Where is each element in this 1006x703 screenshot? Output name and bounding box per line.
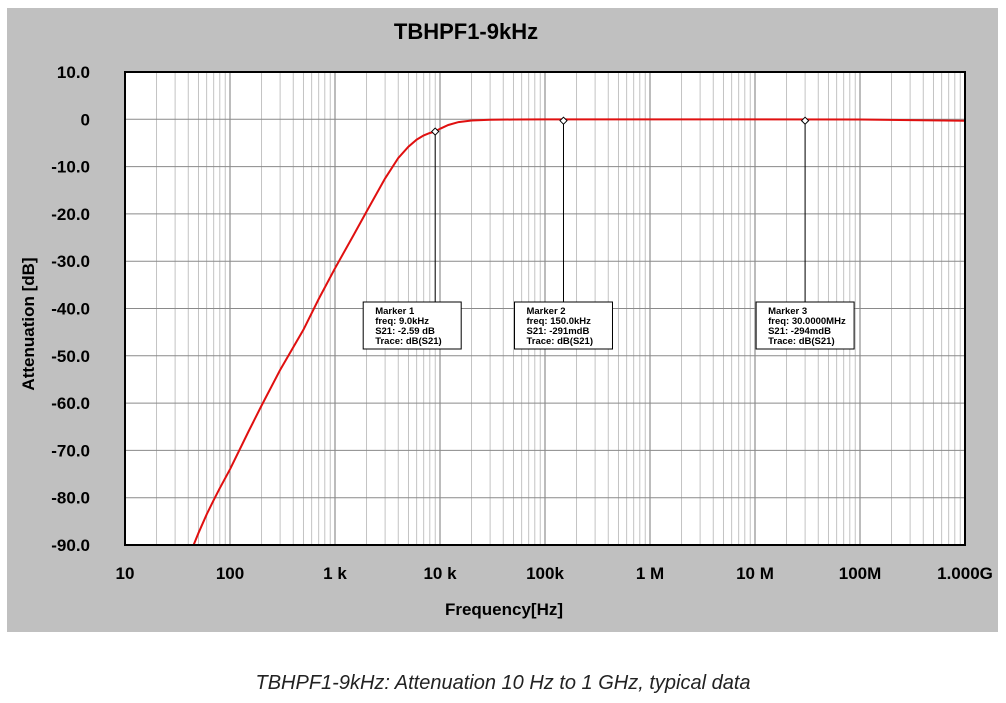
x-tick-label: 100 [216,564,244,583]
marker-box [362,301,462,350]
marker-text: freq: 150.0kHz [526,316,591,327]
marker-text: freq: 30.0000MHz [768,316,846,327]
y-tick-labels: 10.0 0 -10.0 -20.0 -30.0 -40.0 -50.0 -60.0 -70.0… [51,63,90,555]
trace-layer [192,118,966,546]
x-tick-label: 10 k [423,564,457,583]
marker-diamond [559,116,568,125]
y-tick-label: 10.0 [57,63,90,82]
plot-frame [124,71,966,546]
y-tick-label: -40.0 [51,300,90,319]
y-tick-label: -70.0 [51,441,90,460]
y-axis-label: Attenuation [dB] [19,257,38,390]
marker-text: freq: 9.0kHz [375,316,429,327]
chart-title: TBHPF1-9kHz [394,19,538,44]
x-tick-label: 1 k [323,564,347,583]
marker-text: S21: -294mdB [768,326,831,337]
marker-box [513,301,613,350]
marker-text: Marker 3 [768,306,807,317]
marker-diamond [800,116,810,125]
x-tick-label: 100k [526,564,564,583]
y-tick-label: -10.0 [51,158,90,177]
y-tick-label: 0 [81,110,90,129]
marker-text: Marker 2 [526,306,565,317]
trace-s21 [192,118,966,546]
x-tick-label: 1.000G [937,564,993,583]
x-tick-labels: 10 100 1 k 10 k 100k 1 M 10 M 100M 1.000G [116,564,993,583]
x-tick-label: 10 [116,564,135,583]
figure-caption: TBHPF1-9kHz: Attenuation 10 Hz to 1 GHz,… [255,672,751,694]
marker-text: S21: -291mdB [526,326,589,337]
marker-text: Trace: dB(S21) [768,336,835,347]
marker-text: Trace: dB(S21) [526,336,593,347]
marker-diamond [430,127,440,136]
x-axis-label: Frequency[Hz] [445,600,563,619]
marker-text: Trace: dB(S21) [375,336,442,347]
y-tick-label: -30.0 [51,252,90,271]
y-tick-label: -60.0 [51,394,90,413]
y-tick-label: -20.0 [51,205,90,224]
x-tick-label: 10 M [736,564,774,583]
x-tick-label: 1 M [636,564,664,583]
y-tick-label: -90.0 [51,536,90,555]
marker-text: S21: -2.59 dB [375,326,435,337]
marker-text: Marker 1 [375,306,415,317]
marker-box [755,301,855,350]
y-tick-label: -80.0 [51,489,90,508]
chart-panel: Marker 1 freq: 9.0kHz S21: -2.59 dB Trace: … [7,8,998,632]
y-tick-label: -50.0 [51,347,90,366]
x-tick-label: 100M [839,564,882,583]
